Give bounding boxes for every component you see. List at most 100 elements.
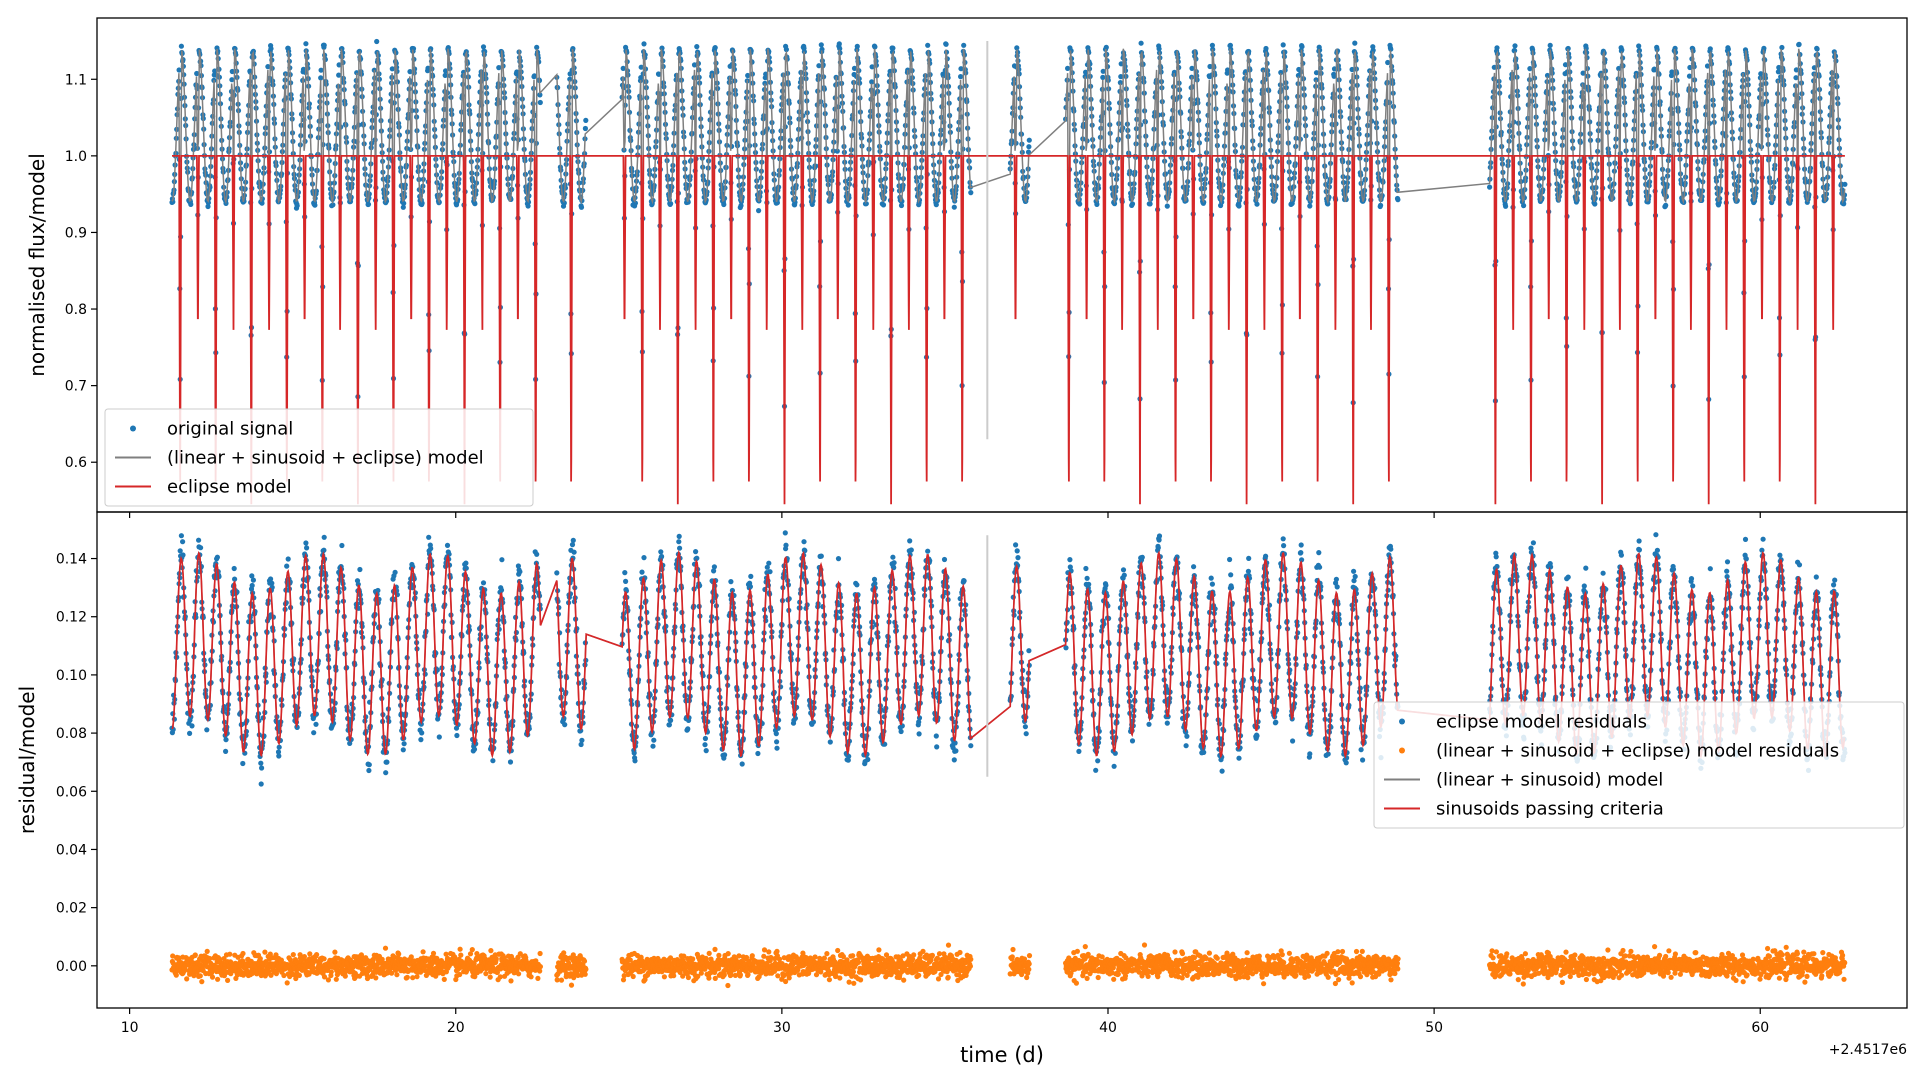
signal-point bbox=[880, 202, 887, 208]
residual-point bbox=[623, 578, 629, 585]
residual-point bbox=[703, 748, 709, 754]
residual-point bbox=[659, 553, 665, 560]
residual-point bbox=[258, 760, 264, 766]
residual-point bbox=[702, 735, 709, 742]
residual-point bbox=[400, 747, 406, 753]
signal-point bbox=[961, 42, 967, 48]
residual-point bbox=[570, 537, 576, 544]
signal-point bbox=[854, 43, 860, 50]
signal-point bbox=[265, 64, 271, 70]
top-ylabel: normalised flux/model bbox=[25, 153, 49, 377]
signal-point bbox=[1547, 42, 1553, 49]
signal-point bbox=[1663, 202, 1669, 208]
residual-point bbox=[651, 737, 657, 743]
residual-point bbox=[668, 717, 674, 724]
residual-point bbox=[639, 569, 645, 575]
signal-point bbox=[1129, 201, 1136, 207]
legend-label: original signal bbox=[167, 419, 293, 440]
signal-point bbox=[890, 45, 896, 51]
top-ytick-label: 0.9 bbox=[65, 225, 87, 241]
residual-point bbox=[444, 542, 451, 549]
residual-point bbox=[650, 743, 656, 749]
residual-point bbox=[311, 730, 317, 736]
residual-point bbox=[276, 753, 282, 759]
residual-point bbox=[321, 534, 327, 540]
residual-point bbox=[507, 759, 514, 765]
residual-point bbox=[198, 545, 204, 551]
signal-point bbox=[1842, 181, 1848, 187]
signal-point bbox=[1094, 201, 1100, 207]
residual-point bbox=[259, 765, 265, 771]
signal-point bbox=[845, 202, 851, 208]
residual-point bbox=[189, 723, 195, 729]
signal-point bbox=[836, 41, 842, 47]
signal-point bbox=[1026, 137, 1032, 143]
top-ytick-label: 0.6 bbox=[65, 455, 87, 471]
signal-point bbox=[389, 66, 395, 72]
signal-point bbox=[1299, 44, 1305, 50]
residual-point bbox=[426, 534, 432, 540]
residual-point bbox=[285, 556, 291, 562]
signal-point bbox=[303, 41, 309, 47]
residual-point bbox=[419, 730, 425, 736]
residual-point bbox=[694, 555, 700, 561]
residual-point bbox=[321, 547, 327, 553]
residual-point bbox=[178, 533, 184, 539]
residual-point bbox=[554, 570, 560, 576]
signal-point bbox=[1636, 43, 1642, 49]
signal-point bbox=[229, 77, 235, 83]
signal-point bbox=[1065, 65, 1071, 71]
signal-point bbox=[443, 68, 449, 74]
signal-point bbox=[170, 199, 176, 205]
residual-point bbox=[250, 577, 256, 583]
residual-point bbox=[579, 737, 585, 743]
top-panel: 0.60.70.80.91.01.1 normalised flux/model… bbox=[25, 17, 1908, 518]
residual-point bbox=[463, 560, 469, 566]
signal-point bbox=[1592, 201, 1598, 207]
residual-point bbox=[562, 722, 568, 728]
residual-point bbox=[480, 580, 487, 586]
residual-point bbox=[366, 767, 372, 774]
signal-point bbox=[583, 117, 589, 123]
residual-point bbox=[223, 748, 229, 755]
signal-point bbox=[958, 74, 964, 80]
signal-point bbox=[312, 202, 318, 208]
residual-point bbox=[366, 762, 372, 768]
signal-point bbox=[1280, 42, 1286, 48]
residual-point bbox=[463, 565, 469, 571]
signal-point bbox=[1352, 40, 1358, 46]
residual-point bbox=[641, 555, 647, 561]
signal-point bbox=[1725, 46, 1731, 52]
residual-point bbox=[187, 730, 193, 737]
signal-point bbox=[582, 125, 589, 132]
residual-point bbox=[180, 539, 186, 545]
signal-point bbox=[318, 75, 324, 81]
signal-point bbox=[712, 45, 718, 51]
residual-point bbox=[534, 551, 540, 557]
signal-point bbox=[1100, 74, 1106, 80]
signal-point bbox=[1307, 203, 1313, 209]
residual-point bbox=[666, 722, 673, 728]
signal-point bbox=[188, 201, 194, 207]
signal-point bbox=[1814, 46, 1820, 52]
residual-point bbox=[685, 726, 691, 732]
signal-point bbox=[336, 72, 342, 78]
signal-point bbox=[1487, 184, 1493, 190]
signal-point bbox=[442, 72, 448, 78]
residual-point bbox=[676, 533, 682, 540]
signal-point bbox=[1627, 201, 1633, 207]
signal-point bbox=[194, 70, 200, 77]
signal-point bbox=[1796, 41, 1802, 48]
top-ytick-label: 1.1 bbox=[65, 72, 87, 88]
residual-point bbox=[339, 542, 345, 549]
residual-point bbox=[313, 721, 319, 727]
signal-point bbox=[330, 202, 336, 208]
top-ytick-label: 1.0 bbox=[65, 149, 87, 165]
residual-point bbox=[401, 741, 407, 747]
signal-point bbox=[1254, 201, 1260, 207]
residual-point bbox=[284, 563, 290, 569]
residual-point bbox=[498, 587, 505, 593]
signal-point bbox=[1494, 45, 1500, 51]
residual-point bbox=[499, 557, 505, 563]
residual-point bbox=[676, 539, 682, 545]
